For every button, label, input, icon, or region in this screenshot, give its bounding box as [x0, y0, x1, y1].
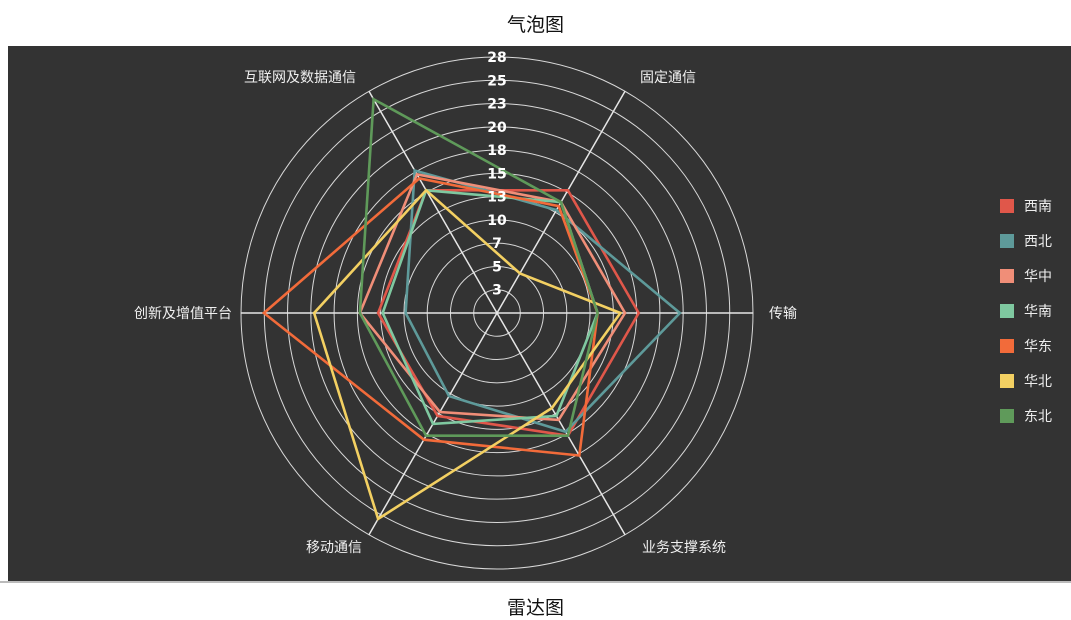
series-line-2: [358, 172, 627, 422]
legend-swatch: [1000, 409, 1014, 423]
series-line-5: [312, 188, 623, 521]
radial-tick-labels: 3 5 7 10 13 15 18 20 23 25 28: [487, 50, 507, 299]
legend-swatch: [1000, 374, 1014, 388]
legend-label: 华南: [1024, 304, 1052, 320]
radial-tick-label: 7: [492, 236, 502, 252]
indicator-label: 互联网及数据通信: [244, 70, 356, 86]
radial-tick-label: 5: [492, 259, 502, 275]
bottom-caption: 雷达图: [506, 597, 564, 619]
indicator-label: 业务支撑系统: [642, 540, 726, 556]
legend-item[interactable]: 西南: [1000, 196, 1070, 216]
radial-tick-label: 23: [487, 97, 506, 113]
legend-item[interactable]: 华北: [1000, 371, 1070, 391]
radial-tick-label: 15: [487, 166, 506, 182]
legend-label: 华东: [1024, 339, 1052, 355]
radial-tick-label: 10: [487, 213, 507, 229]
indicator-label: 创新及增值平台: [134, 306, 232, 322]
radial-tick-label: 3: [492, 283, 502, 299]
legend-item[interactable]: 华中: [1000, 266, 1070, 286]
series-line-1: [404, 168, 682, 434]
legend-label: 华北: [1024, 374, 1052, 390]
legend-swatch: [1000, 339, 1014, 353]
legend-item[interactable]: 华南: [1000, 301, 1070, 321]
radial-tick-label: 20: [487, 120, 507, 136]
legend-label: 西北: [1024, 234, 1052, 250]
axis-spoke: [496, 312, 626, 536]
series-line-6: [358, 97, 599, 438]
legend-swatch: [1000, 199, 1014, 213]
legend-label: 华中: [1024, 269, 1052, 285]
radar-series: [261, 97, 682, 521]
legend-label: 东北: [1024, 409, 1052, 425]
indicator-label: 移动通信: [306, 540, 362, 556]
legend-swatch: [1000, 234, 1014, 248]
top-caption: 气泡图: [506, 14, 564, 36]
radial-tick-label: 25: [487, 73, 506, 89]
legend-swatch: [1000, 304, 1014, 318]
radial-tick-label: 18: [487, 143, 506, 159]
axis-spoke: [368, 90, 498, 314]
radial-tick-label: 13: [487, 190, 506, 206]
legend-item[interactable]: 东北: [1000, 406, 1070, 426]
indicator-label: 传输: [769, 306, 797, 322]
divider: [0, 581, 1071, 583]
legend-label: 西南: [1024, 199, 1052, 215]
radar-chart-panel: 3 5 7 10 13 15 18 20 23 25 28 固定通信传输业务支撑系统 移动通信 创新及增值…: [8, 46, 1071, 581]
radial-tick-label: 28: [487, 50, 506, 66]
indicator-label: 固定通信: [640, 70, 696, 86]
legend-swatch: [1000, 269, 1014, 283]
legend-item[interactable]: 西北: [1000, 231, 1070, 251]
legend-item[interactable]: 华东: [1000, 336, 1070, 356]
